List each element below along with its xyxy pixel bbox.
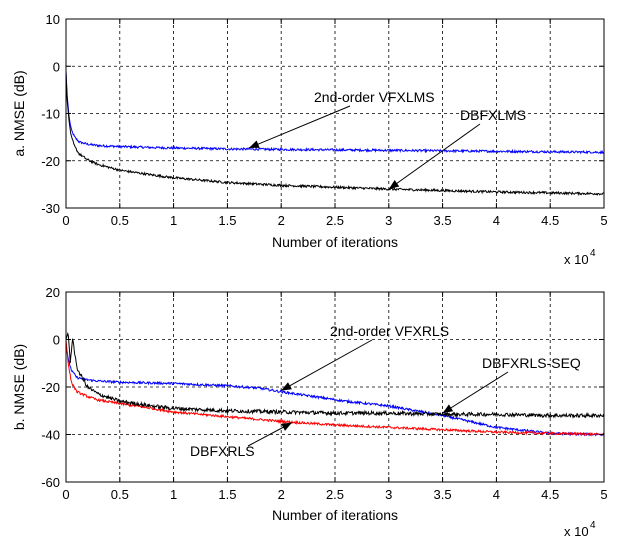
x-tick-label: 0.5 xyxy=(111,487,129,502)
annotation-arrow-line xyxy=(388,123,481,190)
x-tick-label: 2.5 xyxy=(326,487,344,502)
y-tick-label: -60 xyxy=(41,475,60,490)
x-tick-label: 4 xyxy=(493,213,500,228)
annotation-arrow-line xyxy=(248,105,351,149)
x-multiplier-label: x 10 xyxy=(564,252,589,267)
x-tick-label: 1.5 xyxy=(218,487,236,502)
x-tick-label: 2 xyxy=(278,213,285,228)
x-tick-label: 3.5 xyxy=(434,487,452,502)
y-tick-label: 10 xyxy=(46,12,60,27)
chart-a: 0 0.5 1 1.5 2 2.5 3 3.5 4 4.5 5 10 0 -10 -20 -30 Number … xyxy=(11,12,608,267)
x-tick-label: 4 xyxy=(493,487,500,502)
annotation-arrow-head xyxy=(388,180,400,190)
x-tick-label: 5 xyxy=(600,487,607,502)
y-tick-label: -10 xyxy=(41,107,60,122)
annotation-2nd-order-vfxlms: 2nd-order VFXLMS xyxy=(314,89,435,105)
x-tick-label: 3.5 xyxy=(434,213,452,228)
series-line-dbfxrls xyxy=(65,339,605,437)
annotation-arrow-line xyxy=(280,339,373,391)
annotation-dbfxrls-seq: DBFXRLS-SEQ xyxy=(482,355,581,371)
y-tick-label: 0 xyxy=(53,333,60,348)
x-tick-label: 2.5 xyxy=(326,213,344,228)
x-tick-label: 1 xyxy=(170,487,177,502)
x-tick-label: 0 xyxy=(62,487,69,502)
x-tick-label: 1 xyxy=(170,213,177,228)
annotation-arrow-head xyxy=(248,140,260,148)
series-line-dbfxrls-seq xyxy=(65,331,605,419)
y-axis-label: b. NMSE (dB) xyxy=(11,344,27,430)
y-tick-label: -40 xyxy=(41,428,60,443)
y-tick-label: -30 xyxy=(41,201,60,216)
x-tick-label: 3 xyxy=(385,213,392,228)
series-line-dbfxlms xyxy=(65,70,604,197)
x-tick-label: 0.5 xyxy=(111,213,129,228)
x-tick-label: 4.5 xyxy=(541,213,559,228)
annotation-arrow-head xyxy=(281,422,292,431)
y-tick-label: -20 xyxy=(41,380,60,395)
x-multiplier-exponent: 4 xyxy=(590,520,596,531)
x-axis-label: Number of iterations xyxy=(272,507,398,523)
x-tick-label: 0 xyxy=(62,213,69,228)
y-axis-label: a. NMSE (dB) xyxy=(11,70,27,156)
x-axis-label: Number of iterations xyxy=(272,234,398,250)
x-tick-label: 2 xyxy=(278,487,285,502)
grid xyxy=(66,292,604,482)
annotation-dbfxlms: DBFXLMS xyxy=(460,107,526,123)
x-tick-label: 3 xyxy=(385,487,392,502)
annotation-arrow-head xyxy=(442,404,454,414)
chart-b: 0 0.5 1 1.5 2 2.5 3 3.5 4 4.5 5 20 0 -20 -40 -60 Number … xyxy=(11,285,608,539)
annotation-arrow-head xyxy=(281,382,292,391)
grid xyxy=(66,19,604,208)
x-tick-label: 1.5 xyxy=(218,213,236,228)
series-line-2nd-order-vfxrls xyxy=(65,344,605,437)
x-tick-label: 5 xyxy=(600,213,607,228)
y-tick-label: -20 xyxy=(41,154,60,169)
y-tick-label: 20 xyxy=(46,285,60,300)
y-tick-label: 0 xyxy=(53,59,60,74)
x-tick-label: 4.5 xyxy=(541,487,559,502)
x-multiplier-label: x 10 xyxy=(564,524,589,539)
series-line-2nd-order-vfxlms xyxy=(65,70,605,155)
x-multiplier-exponent: 4 xyxy=(590,248,596,259)
annotation-dbfxrls: DBFXRLS xyxy=(190,443,255,459)
annotation-2nd-order-vfxrls: 2nd-order VFXRLS xyxy=(330,323,449,339)
annotation-arrow-line xyxy=(442,371,509,414)
